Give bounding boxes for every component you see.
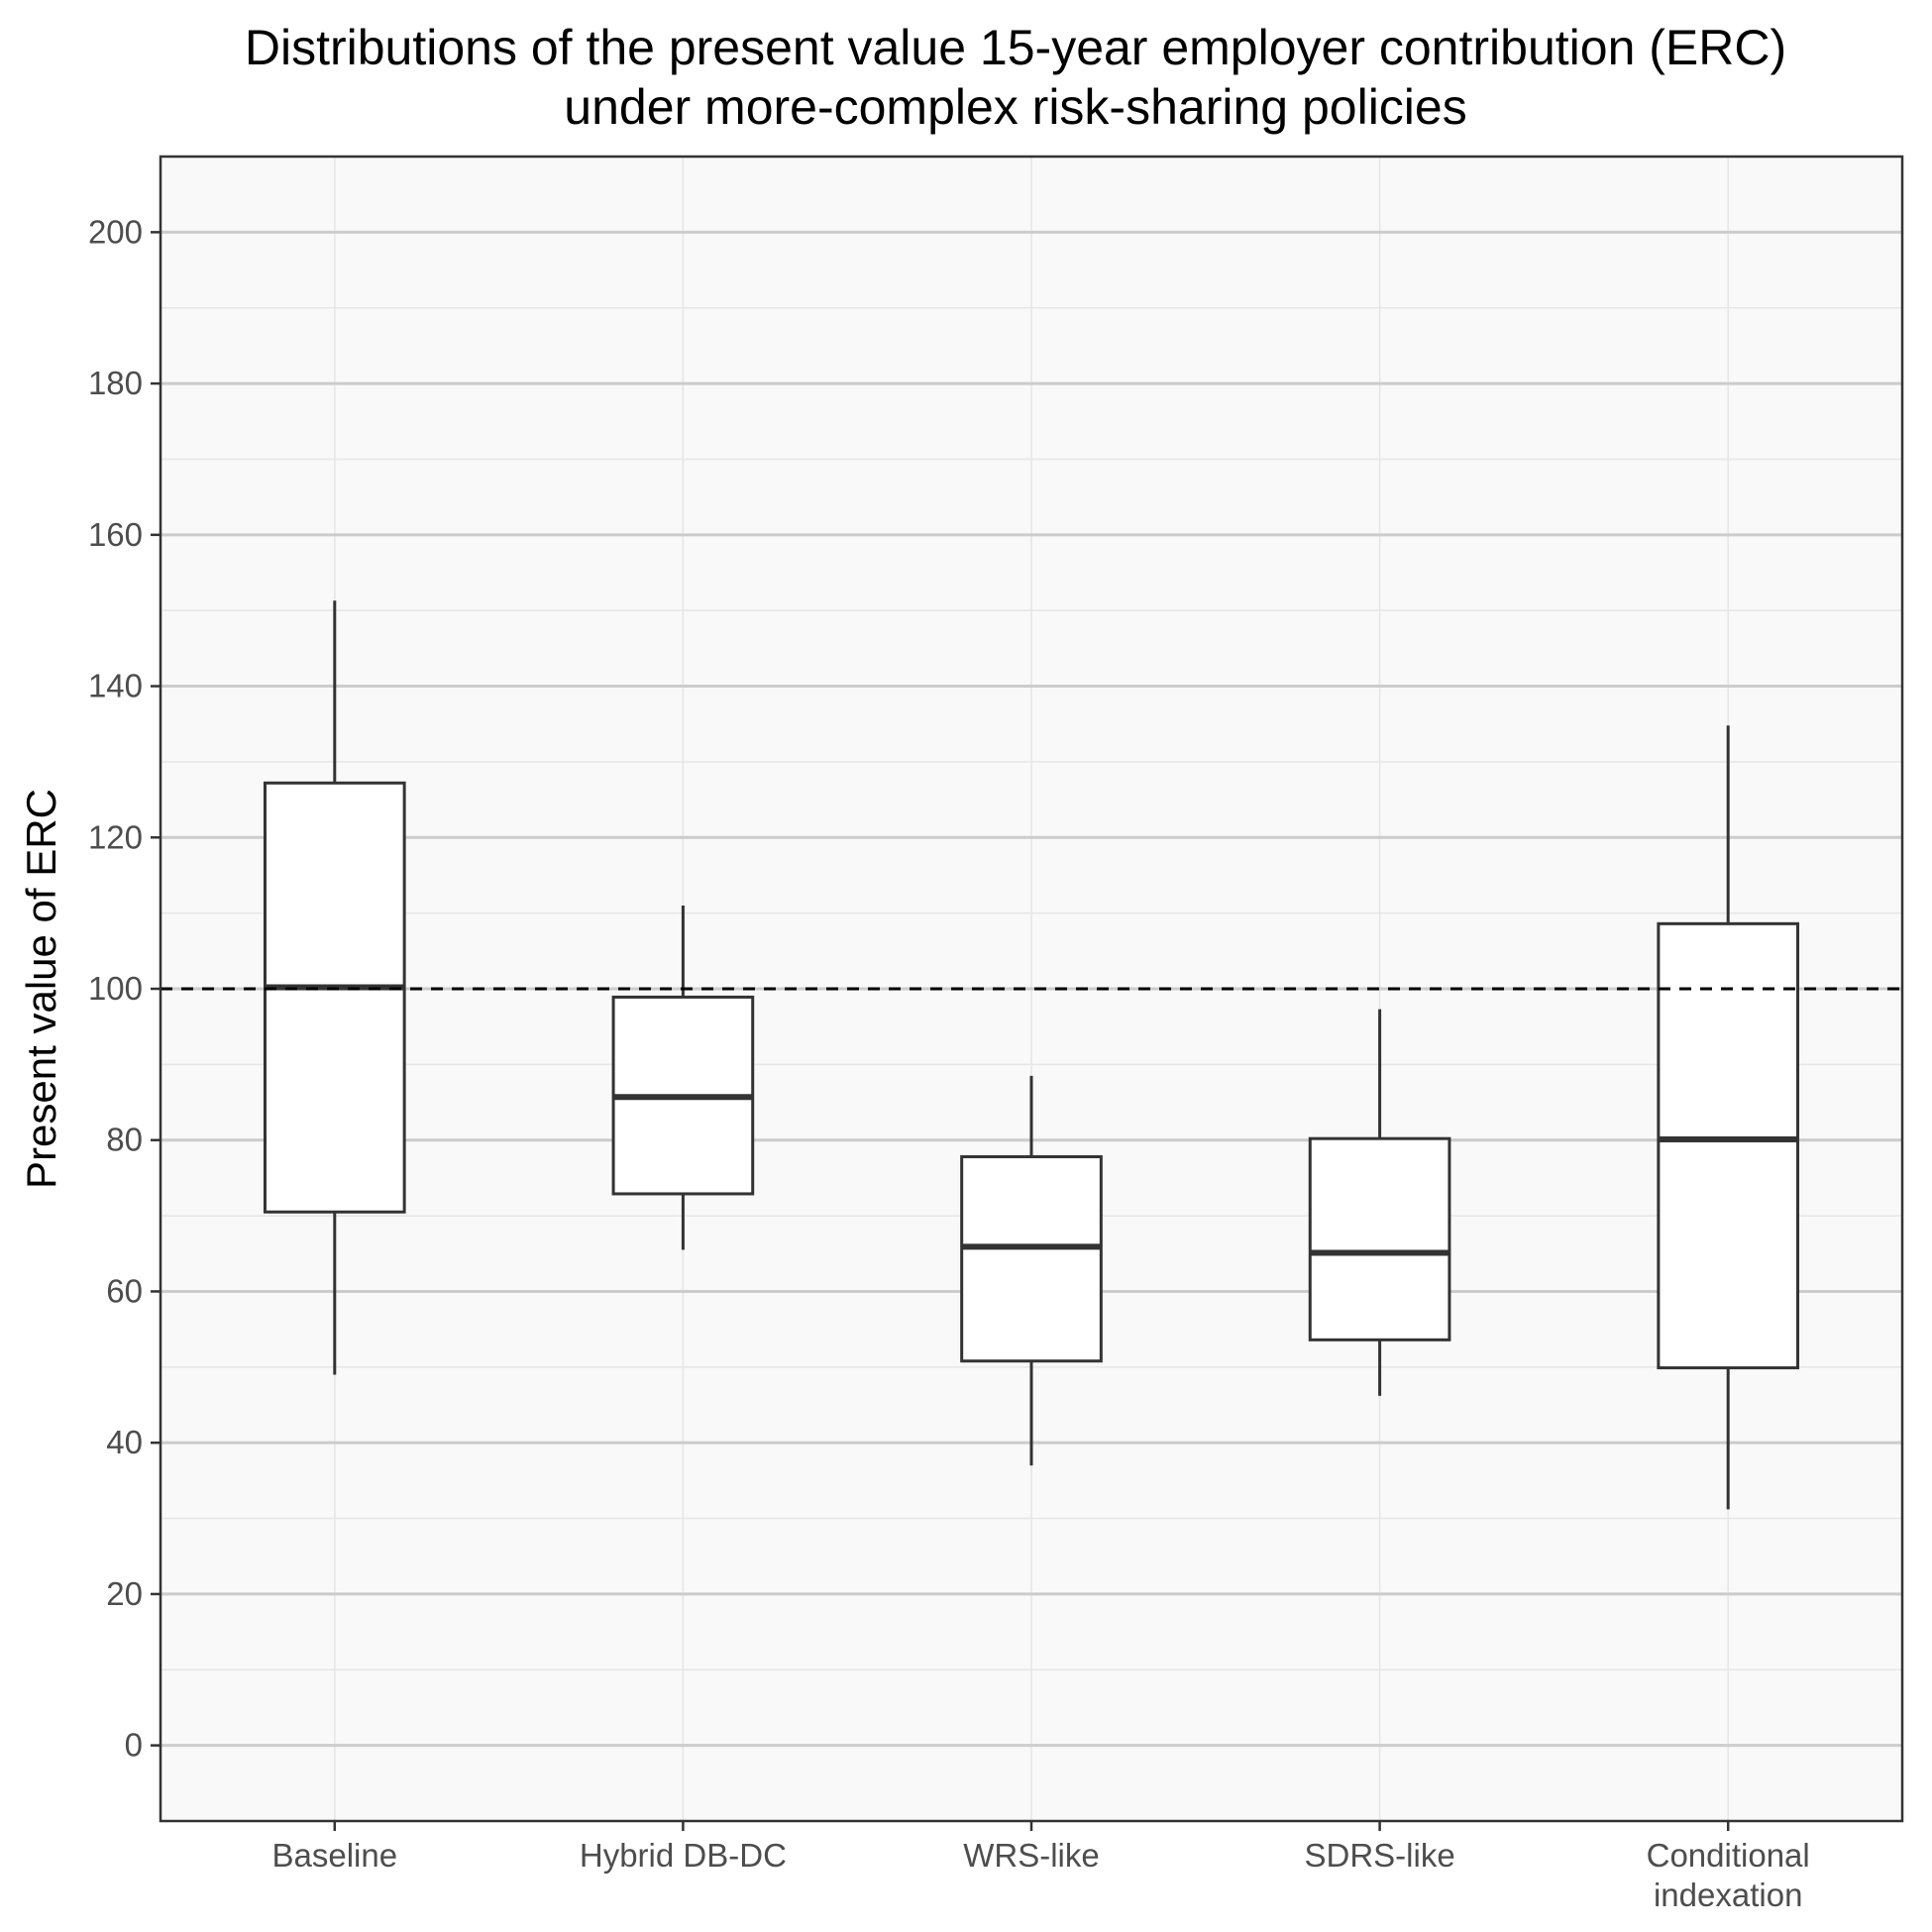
x-tick-label-line: Baseline: [272, 1837, 398, 1874]
y-tick-label: 180: [88, 365, 143, 401]
chart-title-line-2: under more-complex risk-sharing policies: [564, 79, 1467, 135]
box-5: [1657, 725, 1800, 1510]
y-tick-label: 100: [88, 970, 143, 1007]
chart-title-line-1: Distributions of the present value 15-ye…: [244, 20, 1787, 75]
box-4: [1308, 1009, 1451, 1396]
x-tick-label: WRS-like: [963, 1837, 1100, 1874]
x-tick-label: Baseline: [272, 1837, 398, 1874]
box-iqr: [263, 781, 406, 1214]
y-tick-label: 60: [106, 1272, 143, 1309]
box-iqr: [1657, 921, 1800, 1370]
x-tick-label-line: SDRS-like: [1304, 1837, 1454, 1874]
x-tick-label-line: Conditional: [1647, 1837, 1810, 1874]
y-tick-label: 40: [106, 1424, 143, 1460]
y-tick-label: 160: [88, 516, 143, 553]
y-tick-label: 200: [88, 213, 143, 250]
y-tick-label: 0: [125, 1727, 143, 1764]
y-tick-label: 20: [106, 1575, 143, 1612]
box-iqr: [1308, 1136, 1451, 1342]
y-tick-label: 140: [88, 668, 143, 704]
x-tick-label-line: indexation: [1654, 1877, 1802, 1913]
x-tick-label: SDRS-like: [1304, 1837, 1454, 1874]
x-tick-label: Hybrid DB-DC: [580, 1837, 787, 1874]
box-2: [611, 906, 755, 1250]
box-3: [960, 1075, 1103, 1466]
x-tick-label-line: Hybrid DB-DC: [580, 1837, 787, 1874]
chart-title: Distributions of the present value 15-ye…: [129, 18, 1902, 137]
x-tick-label: Conditional indexation: [1647, 1837, 1810, 1913]
y-tick-label: 120: [88, 818, 143, 855]
box-1: [263, 600, 406, 1375]
y-tick-label: 80: [106, 1122, 143, 1158]
box-iqr: [960, 1155, 1103, 1363]
y-axis-title: Present value of ERC: [18, 789, 64, 1189]
x-tick-label-line: WRS-like: [963, 1837, 1100, 1874]
